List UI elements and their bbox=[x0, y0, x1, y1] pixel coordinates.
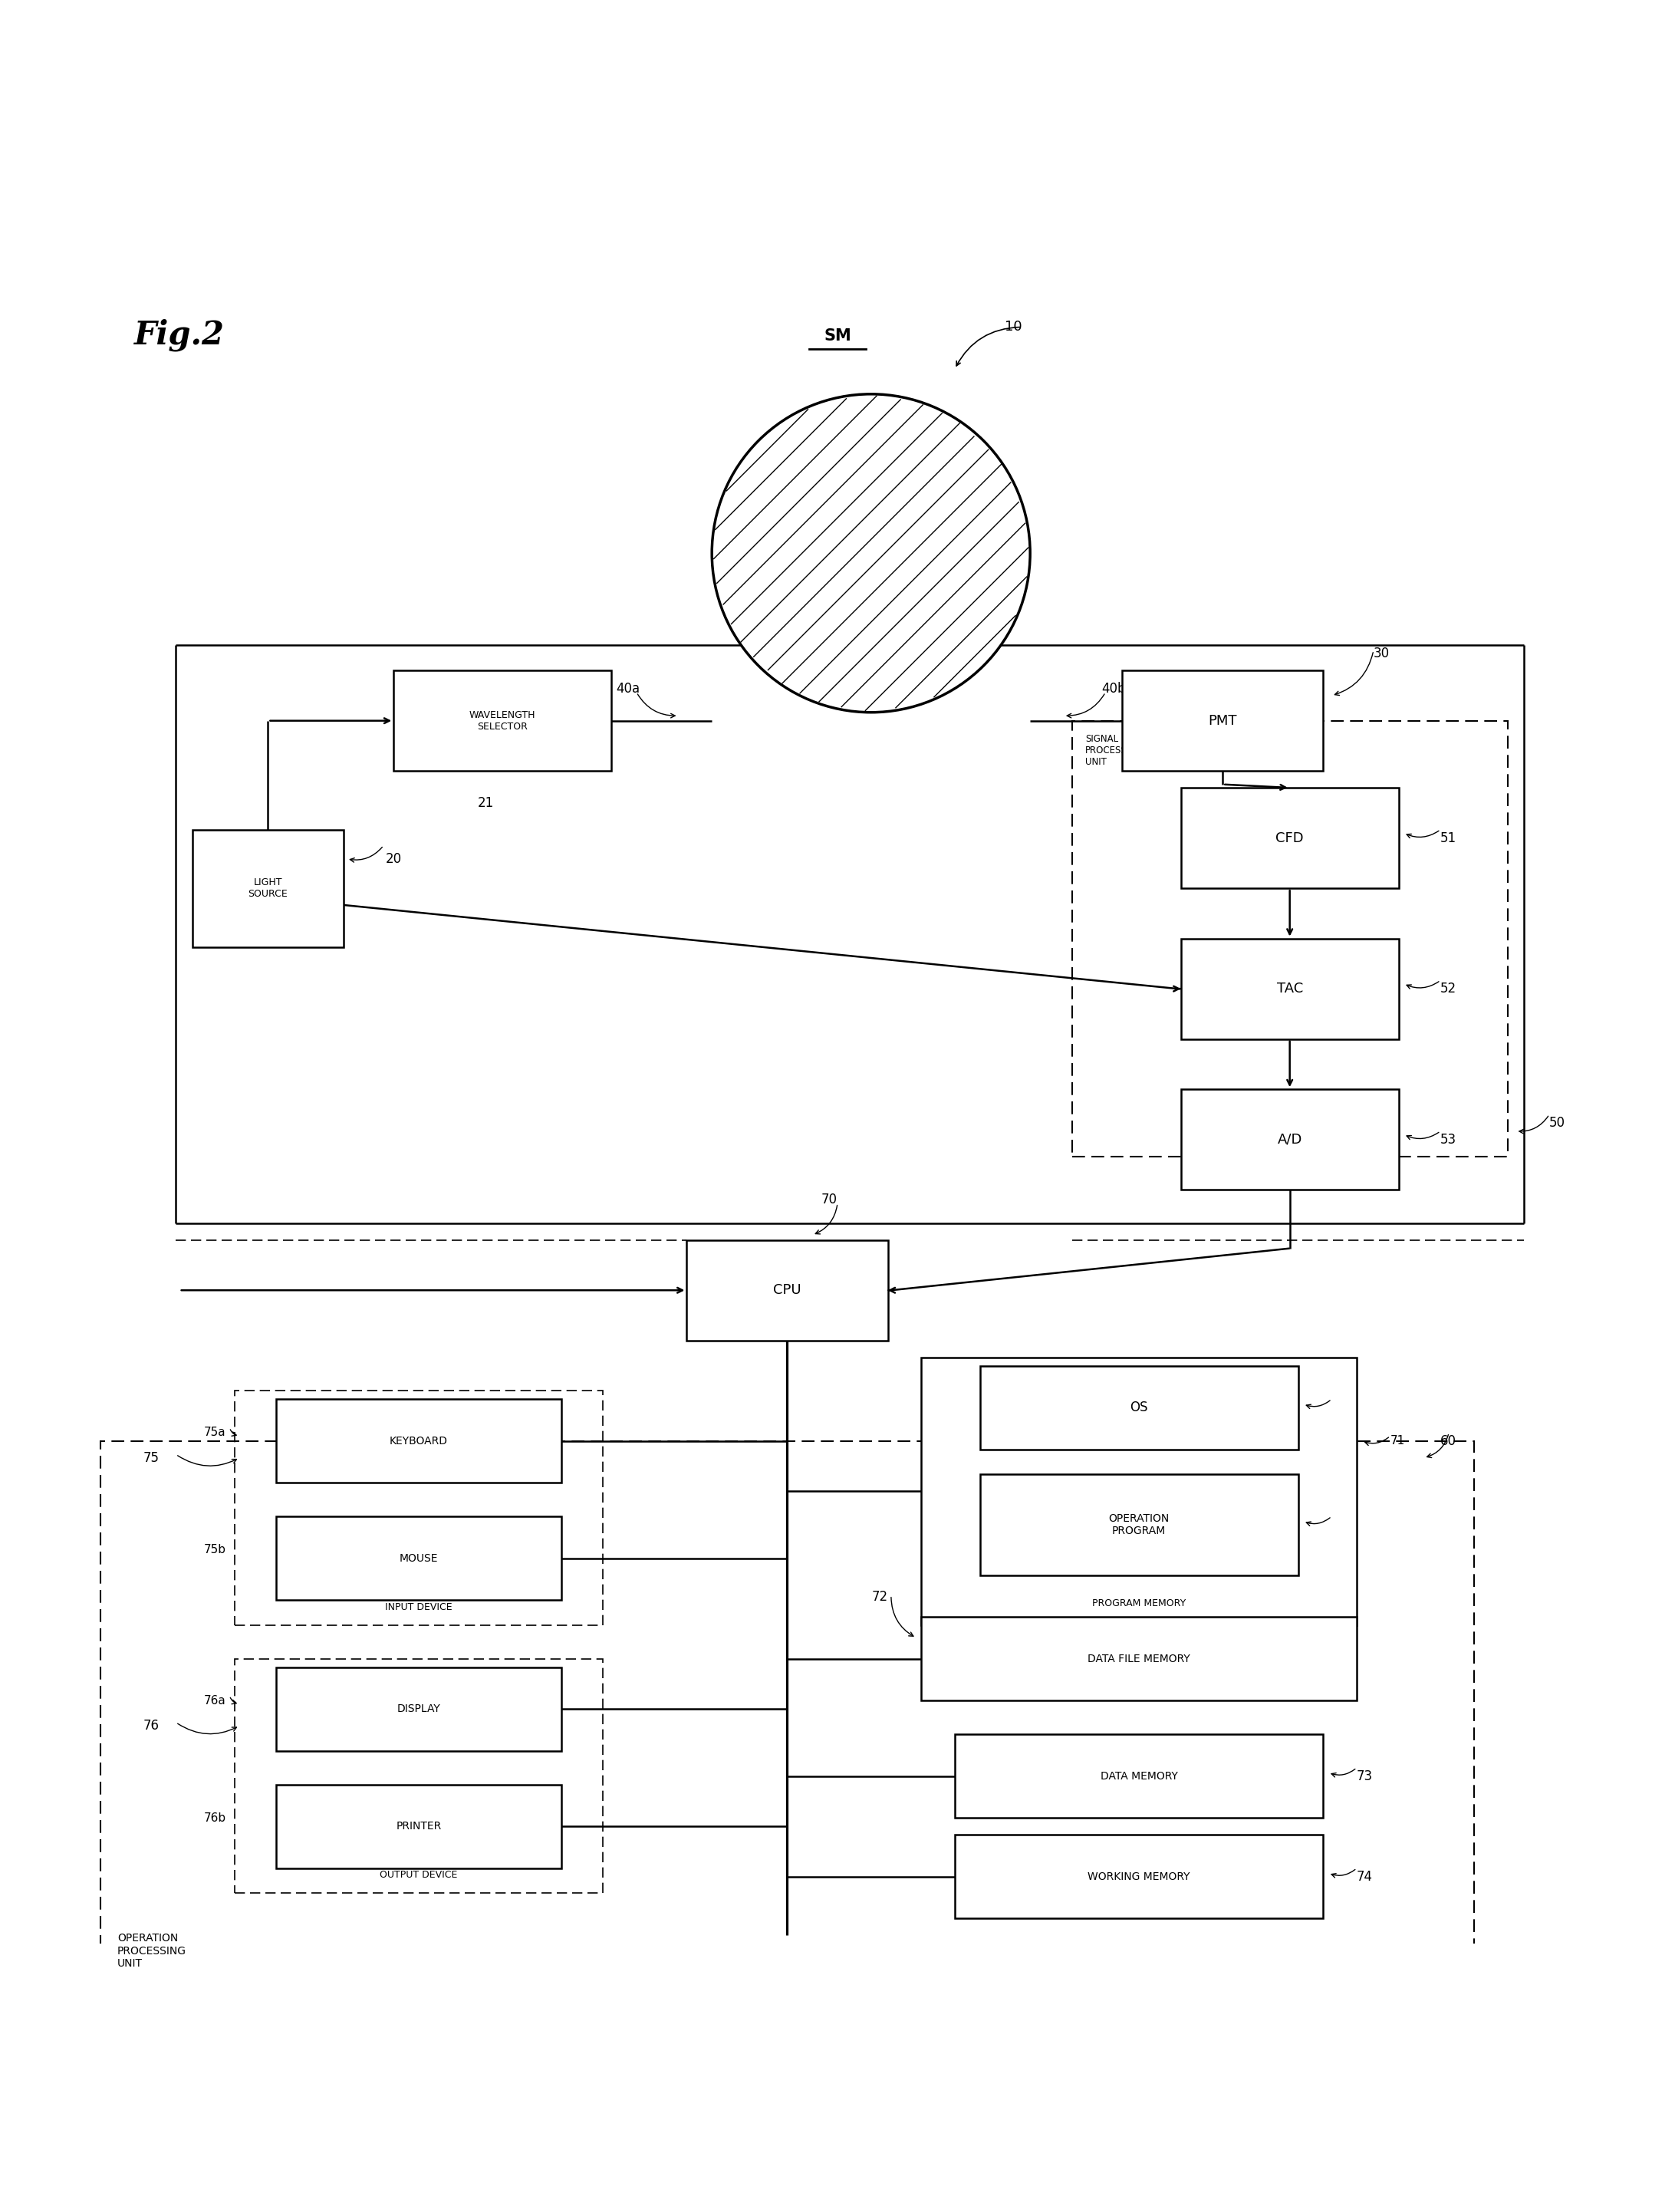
Bar bbox=[235, 1391, 603, 1626]
Bar bbox=[235, 1659, 603, 1893]
Bar bbox=[980, 1475, 1298, 1575]
Text: 76b: 76b bbox=[204, 1812, 226, 1823]
Text: OUTPUT DEVICE: OUTPUT DEVICE bbox=[380, 1869, 457, 1880]
Text: OPERATION
PROGRAM: OPERATION PROGRAM bbox=[1109, 1513, 1169, 1537]
Bar bbox=[1181, 787, 1399, 889]
Text: 74: 74 bbox=[1357, 1869, 1374, 1882]
Text: 76a: 76a bbox=[204, 1694, 226, 1705]
Bar bbox=[687, 1241, 888, 1340]
Bar bbox=[276, 1785, 561, 1869]
Text: 71b: 71b bbox=[1332, 1520, 1353, 1531]
Bar bbox=[100, 1440, 1474, 1978]
Bar bbox=[1072, 721, 1508, 1157]
Text: 21: 21 bbox=[477, 796, 494, 810]
Text: 70: 70 bbox=[821, 1192, 838, 1206]
Bar bbox=[193, 830, 343, 947]
Text: LIGHT
SOURCE: LIGHT SOURCE bbox=[248, 878, 288, 898]
Bar bbox=[276, 1400, 561, 1482]
Bar bbox=[921, 1617, 1357, 1701]
Text: MOUSE: MOUSE bbox=[399, 1553, 439, 1564]
Bar bbox=[394, 670, 611, 772]
Text: 52: 52 bbox=[1440, 982, 1457, 995]
Text: 20: 20 bbox=[385, 852, 402, 865]
Text: 60: 60 bbox=[1440, 1433, 1457, 1449]
Text: OS: OS bbox=[1131, 1400, 1147, 1413]
Bar bbox=[1181, 938, 1399, 1040]
Text: SM: SM bbox=[824, 330, 851, 343]
Bar bbox=[955, 1734, 1323, 1818]
Bar bbox=[921, 1358, 1357, 1626]
Bar bbox=[955, 1834, 1323, 1918]
Text: 51: 51 bbox=[1440, 832, 1457, 845]
Text: 50: 50 bbox=[1549, 1115, 1566, 1130]
Text: OPERATION
PROCESSING
UNIT: OPERATION PROCESSING UNIT bbox=[117, 1933, 186, 1969]
Text: PMT: PMT bbox=[1208, 714, 1238, 728]
Text: 76: 76 bbox=[142, 1719, 159, 1732]
Bar bbox=[980, 1365, 1298, 1449]
Text: DATA MEMORY: DATA MEMORY bbox=[1100, 1770, 1178, 1781]
Text: CFD: CFD bbox=[1276, 832, 1303, 845]
Bar bbox=[1181, 1088, 1399, 1190]
Text: SIGNAL
PROCESSING
UNIT: SIGNAL PROCESSING UNIT bbox=[1085, 734, 1144, 768]
Text: 40a: 40a bbox=[616, 681, 640, 695]
Circle shape bbox=[712, 394, 1030, 712]
Text: WAVELENGTH
SELECTOR: WAVELENGTH SELECTOR bbox=[469, 710, 536, 732]
Text: 71a: 71a bbox=[1332, 1402, 1353, 1413]
Text: 72: 72 bbox=[871, 1590, 888, 1604]
Text: 71: 71 bbox=[1390, 1436, 1405, 1447]
Text: INPUT DEVICE: INPUT DEVICE bbox=[385, 1601, 452, 1613]
Bar bbox=[276, 1517, 561, 1599]
Text: PROGRAM MEMORY: PROGRAM MEMORY bbox=[1092, 1599, 1186, 1608]
Text: TAC: TAC bbox=[1276, 982, 1303, 995]
Text: 10: 10 bbox=[1005, 321, 1022, 334]
Text: 73: 73 bbox=[1357, 1770, 1374, 1783]
Text: CPU: CPU bbox=[774, 1283, 801, 1296]
Text: KEYBOARD: KEYBOARD bbox=[390, 1436, 447, 1447]
Bar bbox=[1122, 670, 1323, 772]
Text: A/D: A/D bbox=[1278, 1133, 1301, 1146]
Text: 40b: 40b bbox=[1102, 681, 1126, 695]
Bar bbox=[276, 1668, 561, 1752]
Text: 75b: 75b bbox=[204, 1544, 226, 1555]
Text: 75: 75 bbox=[142, 1451, 159, 1464]
Text: PRINTER: PRINTER bbox=[395, 1820, 442, 1832]
Text: Fig.2: Fig.2 bbox=[134, 319, 224, 352]
Text: 30: 30 bbox=[1374, 646, 1390, 661]
Text: DISPLAY: DISPLAY bbox=[397, 1703, 441, 1714]
Text: WORKING MEMORY: WORKING MEMORY bbox=[1087, 1871, 1191, 1882]
Text: DATA FILE MEMORY: DATA FILE MEMORY bbox=[1087, 1652, 1191, 1663]
Text: 53: 53 bbox=[1440, 1133, 1457, 1146]
Text: 75a: 75a bbox=[204, 1427, 226, 1438]
